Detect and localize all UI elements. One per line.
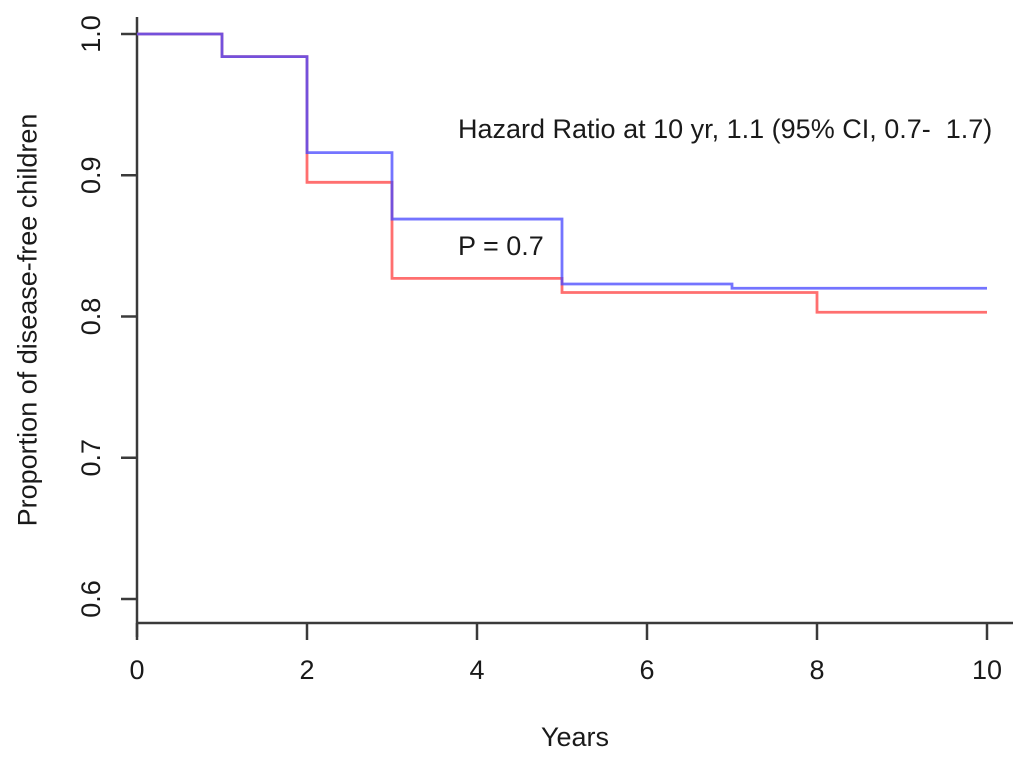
x-axis-title: Years xyxy=(540,722,610,752)
y-tick-label: 0.9 xyxy=(76,156,106,194)
x-tick-label: 6 xyxy=(639,655,654,685)
y-axis-title: Proportion of disease-free children xyxy=(12,113,43,527)
y-tick-label: 0.7 xyxy=(76,439,106,477)
y-tick-label: 0.6 xyxy=(76,580,106,618)
survival-curve-group-blue xyxy=(137,32,987,290)
x-tick-label: 4 xyxy=(469,655,484,685)
y-tick-label: 1.0 xyxy=(76,15,106,53)
x-tick-label: 2 xyxy=(299,655,314,685)
axes xyxy=(121,17,1013,640)
annotation-p-value: P = 0.7 xyxy=(458,231,544,261)
y-tick-label: 0.8 xyxy=(76,298,106,336)
x-tick-label: 10 xyxy=(972,655,1002,685)
annotation-block: Hazard Ratio at 10 yr, 1.1 (95% CI, 0.7-… xyxy=(458,32,992,344)
x-tick-label: 0 xyxy=(129,655,144,685)
annotation-hazard-ratio: Hazard Ratio at 10 yr, 1.1 (95% CI, 0.7-… xyxy=(458,114,993,144)
x-tick-label: 8 xyxy=(809,655,824,685)
